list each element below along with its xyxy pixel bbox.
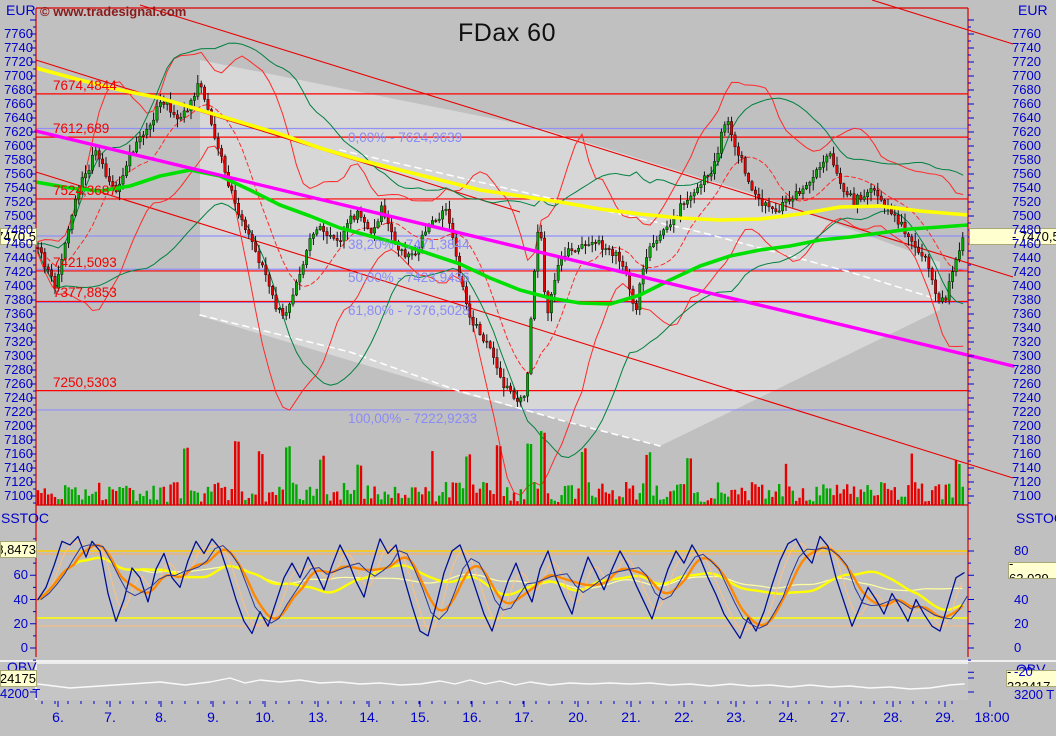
sstoc-indicator-layer [36,535,968,639]
fib-lines-layer [36,127,968,411]
volume-bars-layer [36,430,964,505]
obv-indicator-layer [36,663,968,700]
trend-lines-layer [35,0,1014,479]
frame-layer [0,7,1056,700]
fib-shade-layer [200,60,940,446]
axis-ticks-layer [30,19,991,707]
magenta-trendline-layer [34,129,1015,368]
chart-plot-area[interactable] [36,8,968,505]
support-resistance-lines-layer [36,93,968,392]
moving-averages-layer [36,66,968,306]
